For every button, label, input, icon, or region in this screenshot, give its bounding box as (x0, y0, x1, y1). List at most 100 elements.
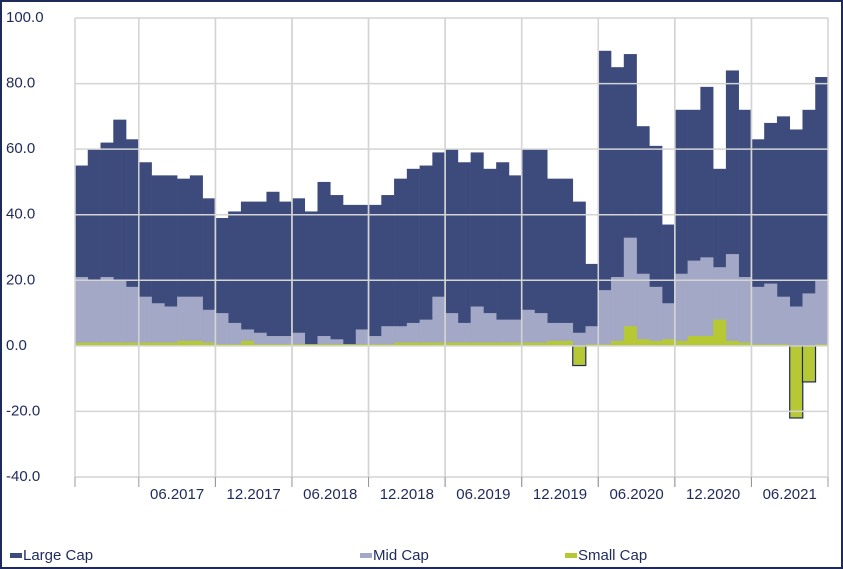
bar (751, 344, 765, 346)
bar (623, 326, 637, 346)
bar (572, 332, 586, 346)
bar (559, 322, 574, 346)
bar (87, 280, 101, 346)
bar (764, 283, 778, 346)
legend-swatch (565, 553, 577, 558)
bar (266, 336, 280, 346)
y-tick-label: 60.0 (6, 140, 35, 157)
bar (253, 201, 267, 346)
y-tick-label: 80.0 (6, 75, 35, 92)
bar (559, 178, 574, 346)
bar (547, 340, 561, 346)
bar (636, 273, 650, 346)
bar (343, 204, 357, 346)
bar (394, 178, 408, 346)
bar (585, 263, 599, 346)
bar (279, 336, 293, 346)
bar (177, 296, 191, 346)
bar (228, 344, 242, 346)
bar (381, 326, 395, 346)
bar (457, 162, 471, 346)
bar (151, 342, 165, 346)
bar (75, 342, 89, 346)
bar (585, 326, 599, 346)
bar (674, 273, 688, 346)
bar (611, 67, 625, 346)
bar (355, 344, 369, 346)
bar (279, 201, 293, 346)
bar (521, 342, 535, 346)
bar (521, 149, 535, 346)
bar (291, 344, 306, 346)
bar (138, 342, 152, 346)
bar (457, 342, 471, 346)
bar (776, 296, 791, 346)
bar (304, 344, 318, 346)
x-tick-label: 12.2020 (686, 486, 740, 503)
bar (725, 254, 739, 346)
bar (381, 344, 395, 346)
bar (534, 342, 548, 346)
bar (279, 344, 293, 346)
legend-label: Large Cap (23, 547, 93, 564)
bar (789, 129, 803, 346)
bar (419, 342, 433, 346)
bar (508, 175, 522, 346)
bar (598, 50, 612, 346)
bar (330, 339, 344, 346)
bar (801, 345, 817, 383)
bar (177, 340, 191, 346)
bar (636, 339, 650, 346)
bar (483, 342, 497, 346)
bar (521, 309, 535, 346)
bar (483, 168, 497, 346)
bar (330, 195, 344, 346)
x-tick-label: 12.2017 (227, 486, 281, 503)
bar (266, 191, 280, 346)
bar (764, 344, 778, 346)
bar (508, 342, 522, 346)
bar (649, 340, 663, 346)
bar (496, 342, 510, 346)
bar (215, 313, 229, 346)
bar (662, 339, 676, 346)
x-tick-label: 06.2020 (609, 486, 663, 503)
bar (355, 204, 369, 346)
bar (611, 340, 625, 346)
x-tick-label: 06.2021 (763, 486, 817, 503)
bar (496, 162, 510, 346)
legend-swatch (10, 553, 22, 558)
bar (113, 280, 127, 346)
bar (317, 181, 331, 346)
bar (253, 332, 267, 346)
x-tick-label: 06.2019 (456, 486, 510, 503)
bar (496, 319, 510, 346)
bar (534, 149, 548, 346)
legend-swatch (360, 553, 372, 558)
bar (445, 149, 459, 346)
bar (508, 319, 522, 346)
bar (368, 204, 382, 346)
bar (470, 342, 484, 346)
bar (611, 277, 625, 346)
bar (164, 342, 178, 346)
bar (725, 340, 739, 346)
bar (815, 280, 829, 346)
bar (432, 296, 446, 346)
y-tick-label: -40.0 (6, 468, 40, 485)
bar (598, 344, 612, 346)
bar (802, 293, 816, 346)
bar (470, 152, 484, 346)
bar (470, 306, 484, 346)
bar (240, 340, 254, 346)
bar (368, 336, 382, 346)
bar (87, 342, 101, 346)
bar (559, 340, 574, 346)
bar (138, 296, 152, 346)
bar (802, 109, 816, 346)
bar (687, 260, 701, 346)
y-tick-label: 100.0 (6, 9, 44, 26)
bar (113, 342, 127, 346)
bar (189, 340, 203, 346)
